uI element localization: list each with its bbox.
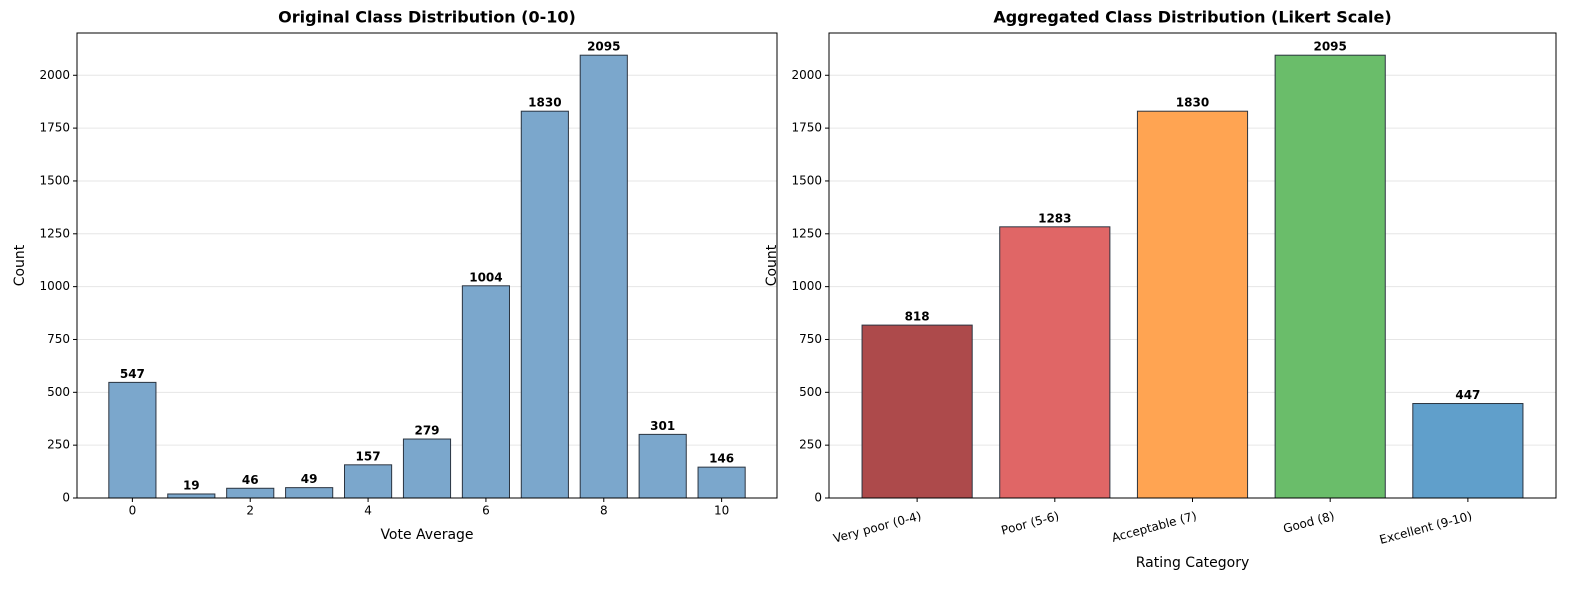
- y-tick-label: 0: [62, 491, 70, 505]
- y-tick-label: 500: [47, 385, 70, 399]
- bar: [461, 285, 510, 499]
- chart-title: Original Class Distribution (0-10): [278, 8, 576, 27]
- plot-frame: [76, 32, 778, 499]
- bar: [1274, 54, 1386, 499]
- x-tick-label: Very poor (0-4): [832, 509, 923, 546]
- x-tick-label: Good (8): [1282, 509, 1336, 536]
- value-label: 2095: [587, 40, 620, 54]
- y-tick-label: 2000: [791, 68, 822, 82]
- bar: [285, 487, 334, 499]
- chart: Original Class Distribution (0-10) Count 0…: [12, 8, 778, 543]
- bar: [697, 466, 746, 499]
- value-label: 1283: [1038, 211, 1071, 225]
- y-tick-label: 1750: [791, 121, 822, 135]
- value-label: 157: [356, 449, 381, 463]
- value-label: 1830: [1176, 96, 1209, 110]
- y-tick-label: 1500: [791, 173, 822, 187]
- y-tick-label: 2000: [39, 68, 70, 82]
- y-tick-label: 500: [799, 385, 822, 399]
- bar: [226, 487, 275, 499]
- value-label: 46: [242, 473, 259, 487]
- x-axis-label: Rating Category: [1136, 555, 1250, 571]
- bar: [1412, 403, 1524, 499]
- y-tick-label: 1250: [39, 226, 70, 240]
- x-axis-label: Vote Average: [380, 527, 473, 543]
- bar: [999, 226, 1111, 499]
- x-tick-label: Excellent (9-10): [1378, 509, 1474, 547]
- value-label: 818: [905, 310, 930, 324]
- value-label: 49: [301, 472, 318, 486]
- bar: [579, 54, 628, 499]
- bar: [108, 381, 157, 499]
- y-tick-label: 1750: [39, 121, 70, 135]
- y-tick-label: 1250: [791, 226, 822, 240]
- bar: [344, 464, 393, 499]
- value-label: 146: [709, 452, 734, 466]
- chart-title: Aggregated Class Distribution (Likert Sc…: [993, 8, 1391, 27]
- x-tick-label: 4: [364, 504, 372, 518]
- value-label: 447: [1455, 388, 1480, 402]
- y-tick-label: 250: [47, 438, 70, 452]
- y-tick-label: 1000: [791, 279, 822, 293]
- y-axis-label: Count: [764, 244, 780, 286]
- value-label: 1830: [528, 96, 561, 110]
- value-label: 301: [650, 419, 675, 433]
- value-label: 1004: [469, 270, 502, 284]
- x-tick-label: 0: [129, 504, 137, 518]
- x-tick-label: Acceptable (7): [1110, 509, 1198, 545]
- x-tick-label: 2: [246, 504, 254, 518]
- x-tick-label: 6: [482, 504, 490, 518]
- bar: [861, 324, 973, 499]
- y-tick-label: 0: [814, 491, 822, 505]
- bar: [1136, 110, 1249, 499]
- bar: [167, 493, 216, 499]
- x-tick-label: 10: [714, 504, 729, 518]
- bar: [402, 438, 452, 499]
- y-tick-label: 1000: [39, 279, 70, 293]
- x-tick-label: Poor (5-6): [1000, 509, 1061, 538]
- plot-frame: [828, 32, 1557, 499]
- y-tick-label: 750: [47, 332, 70, 346]
- value-label: 19: [183, 478, 200, 492]
- chart: Aggregated Class Distribution (Likert Sc…: [764, 8, 1557, 571]
- y-axis-label: Count: [12, 244, 28, 286]
- bar: [520, 110, 569, 499]
- x-tick-label: 8: [600, 504, 608, 518]
- y-tick-label: 1500: [39, 173, 70, 187]
- bar: [638, 433, 687, 499]
- value-label: 547: [120, 367, 145, 381]
- value-label: 2095: [1313, 40, 1346, 54]
- y-tick-label: 750: [799, 332, 822, 346]
- y-tick-label: 250: [799, 438, 822, 452]
- value-label: 279: [414, 424, 439, 438]
